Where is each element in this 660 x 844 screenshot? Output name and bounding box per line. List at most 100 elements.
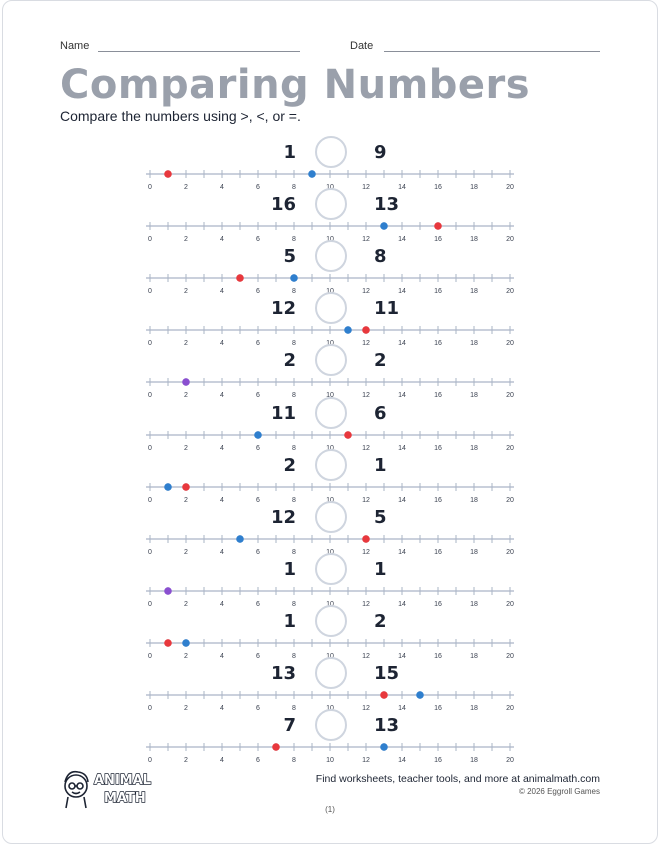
tick-label: 16 [434,549,442,556]
right-number: 8 [374,246,387,268]
tick-label: 0 [148,184,152,191]
tick-label: 16 [434,705,442,712]
answer-circle[interactable] [315,292,347,325]
name-label: Name [60,40,90,52]
right-value-dot [344,326,352,335]
tick-label: 6 [256,757,260,764]
right-value-dot [380,222,388,230]
left-number: 5 [283,246,296,268]
tick-label: 16 [434,392,442,399]
tick-label: 8 [292,705,296,712]
answer-circle[interactable] [315,604,347,637]
tick-label: 14 [398,236,406,243]
tick-label: 10 [326,392,334,399]
tick-label: 12 [362,705,370,712]
tick-label: 20 [506,184,514,191]
tick-label: 14 [398,653,406,660]
tick-label: 18 [470,392,478,399]
answer-circle[interactable] [315,657,347,689]
tick-label: 18 [470,445,478,452]
left-number: 11 [270,402,296,424]
tick-label: 12 [362,757,370,764]
tick-label: 16 [434,288,442,295]
tick-label: 6 [256,497,260,504]
answer-circle[interactable] [315,552,347,585]
tick-label: 18 [470,549,478,556]
left-number: 2 [283,454,296,476]
name-input-line[interactable] [98,51,300,52]
tick-label: 16 [434,236,442,243]
tick-label: 20 [506,497,514,504]
tick-label: 0 [148,601,152,608]
tick-label: 4 [220,549,224,556]
answer-circle[interactable] [315,136,347,168]
answer-circle[interactable] [315,344,347,377]
left-value-dot [182,482,190,491]
tick-label: 14 [398,288,406,295]
tick-label: 2 [184,757,188,764]
tick-label: 18 [470,601,478,608]
tick-label: 2 [184,236,188,243]
left-number: 12 [270,298,296,320]
tick-label: 2 [184,288,188,295]
tick-label: 16 [434,184,442,191]
tick-label: 12 [362,497,370,504]
tick-label: 8 [292,184,296,191]
number-line: 0 2 4 6 8 10 12 14 16 18 20 [146,691,514,712]
tick-label: 10 [326,445,334,452]
logo-text: ANIMAL [94,773,151,788]
number-line: 0 2 4 6 8 10 12 14 16 18 20 [146,638,514,660]
tick-label: 10 [326,549,334,556]
tick-label: 12 [362,392,370,399]
tick-label: 16 [434,445,442,452]
tick-label: 2 [184,392,188,399]
tick-label: 18 [470,705,478,712]
left-number: 1 [283,142,296,163]
tick-label: 8 [292,236,296,243]
tick-label: 16 [434,340,442,347]
answer-circle[interactable] [315,448,347,481]
tick-label: 12 [362,236,370,243]
tick-label: 18 [470,757,478,764]
answer-circle[interactable] [315,500,347,533]
left-value-dot [272,743,280,751]
tick-label: 12 [362,184,370,191]
tick-label: 4 [220,757,224,764]
right-value-dot [380,743,388,751]
answer-circle[interactable] [315,240,347,273]
tick-label: 10 [326,757,334,764]
right-value-dot [290,274,298,282]
tick-label: 14 [398,392,406,399]
tick-label: 14 [398,705,406,712]
problem-row: 1 9 0 2 4 6 8 10 12 14 16 18 20 [0,136,660,191]
tick-label: 18 [470,653,478,660]
answer-circle[interactable] [315,709,347,742]
answer-circle[interactable] [315,188,347,221]
problem-row: 2 1 0 2 4 6 8 10 12 14 16 18 20 [0,448,660,504]
problem-row: 11 6 0 2 4 6 8 10 12 14 16 18 20 [0,396,660,452]
right-number: 11 [374,298,400,320]
tick-label: 12 [362,601,370,608]
left-value-dot [362,534,370,543]
tick-label: 20 [506,705,514,712]
left-value-dot [434,222,442,230]
right-number: 5 [374,506,387,528]
answer-circle[interactable] [315,396,347,429]
mascot-face-icon [64,770,89,809]
tick-label: 0 [148,705,152,712]
problem-row: 7 13 0 2 4 6 8 10 12 14 16 18 20 [0,709,660,764]
tick-label: 6 [256,288,260,295]
right-value-dot [308,170,316,178]
right-number: 9 [374,142,387,163]
tick-label: 6 [256,236,260,243]
number-line: 0 2 4 6 8 10 12 14 16 18 20 [146,274,514,295]
number-line: 0 2 4 6 8 10 12 14 16 18 20 [146,170,514,191]
tick-label: 8 [292,601,296,608]
date-input-line[interactable] [384,51,600,52]
left-value-dot [362,326,370,335]
number-line: 0 2 4 6 8 10 12 14 16 18 20 [146,222,514,243]
tick-label: 2 [184,705,188,712]
tick-label: 4 [220,236,224,243]
tick-label: 0 [148,549,152,556]
page-number: (1) [325,805,335,814]
